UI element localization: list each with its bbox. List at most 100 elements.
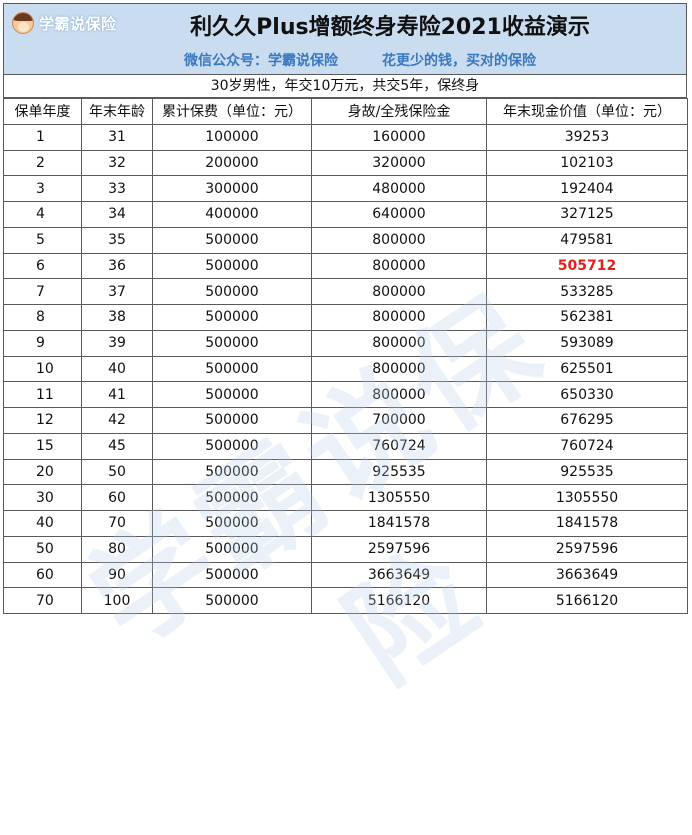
cell-cash-value: 650330 — [486, 381, 688, 408]
cell-cash-value: 676295 — [486, 407, 688, 434]
girl-avatar-icon — [12, 12, 34, 34]
cell-cash-value: 593089 — [486, 329, 688, 357]
cell-death-benefit: 800000 — [311, 304, 487, 331]
table-row: 9 39 500000 800000 593089 — [3, 329, 688, 357]
table-row: 60 90 500000 3663649 3663649 — [3, 561, 688, 589]
cell-cumulative-premium: 500000 — [152, 535, 312, 563]
cell-cumulative-premium: 300000 — [152, 175, 312, 202]
page: 学霸说保险 利久久Plus增额终身寿险2021收益演示 微信公众号：学霸说保险 … — [3, 3, 688, 709]
cell-death-benefit: 640000 — [311, 201, 487, 228]
cell-policy-year: 40 — [3, 510, 82, 537]
cell-death-benefit: 2597596 — [311, 535, 487, 563]
cell-policy-year: 8 — [3, 304, 82, 331]
table-header-row: 保单年度 年末年龄 累计保费（单位：元） 身故/全残保险金 年末现金价值（单位：… — [3, 98, 688, 125]
cell-cash-value: 3663649 — [486, 561, 688, 589]
cell-policy-year: 3 — [3, 175, 82, 202]
cell-policy-year: 2 — [3, 149, 82, 177]
cell-cumulative-premium: 500000 — [152, 432, 312, 460]
column-header-death-benefit: 身故/全残保险金 — [311, 98, 487, 125]
table-row: 8 38 500000 800000 562381 — [3, 304, 688, 331]
cell-cumulative-premium: 500000 — [152, 381, 312, 408]
cell-cumulative-premium: 500000 — [152, 329, 312, 357]
cell-death-benefit: 800000 — [311, 278, 487, 305]
cell-age: 39 — [81, 329, 153, 357]
table-row: 11 41 500000 800000 650330 — [3, 381, 688, 408]
cell-age: 50 — [81, 458, 153, 486]
cell-policy-year: 1 — [3, 123, 82, 151]
cell-age: 37 — [81, 278, 153, 305]
table-row: 10 40 500000 800000 625501 — [3, 355, 688, 383]
cell-cash-value: 192404 — [486, 175, 688, 202]
benefit-table: 保单年度 年末年龄 累计保费（单位：元） 身故/全残保险金 年末现金价值（单位：… — [3, 98, 688, 614]
page-title-text: 利久久Plus增额终身寿险2021收益演示 — [190, 15, 590, 40]
cell-age: 31 — [81, 123, 153, 151]
cell-cumulative-premium: 500000 — [152, 484, 312, 511]
cell-policy-year: 20 — [3, 458, 82, 486]
cell-age: 80 — [81, 535, 153, 563]
cell-policy-year: 15 — [3, 432, 82, 460]
cell-cash-value: 479581 — [486, 226, 688, 254]
table-row: 70 100 500000 5166120 5166120 — [3, 587, 688, 614]
table-row: 4 34 400000 640000 327125 — [3, 201, 688, 228]
cell-cumulative-premium: 500000 — [152, 226, 312, 254]
cell-cash-value: 327125 — [486, 201, 688, 228]
cell-policy-year: 60 — [3, 561, 82, 589]
table-row: 5 35 500000 800000 479581 — [3, 226, 688, 254]
table-body: 1 31 100000 160000 39253 2 32 200000 320000 10210… — [3, 123, 688, 614]
cell-cumulative-premium: 500000 — [152, 252, 312, 280]
cell-cumulative-premium: 100000 — [152, 123, 312, 151]
cell-age: 60 — [81, 484, 153, 511]
table-row: 6 36 500000 800000 505712 — [3, 252, 688, 280]
cell-age: 100 — [81, 587, 153, 614]
cell-age: 42 — [81, 407, 153, 434]
cell-age: 45 — [81, 432, 153, 460]
case-description: 30岁男性，年交10万元，共交5年，保终身 — [3, 75, 687, 98]
cell-cash-value: 39253 — [486, 123, 688, 151]
cell-cumulative-premium: 500000 — [152, 278, 312, 305]
cell-cumulative-premium: 500000 — [152, 561, 312, 589]
cell-policy-year: 4 — [3, 201, 82, 228]
table-row: 1 31 100000 160000 39253 — [3, 123, 688, 151]
cell-death-benefit: 3663649 — [311, 561, 487, 589]
table-row: 50 80 500000 2597596 2597596 — [3, 535, 688, 563]
cell-cash-value: 1305550 — [486, 484, 688, 511]
cell-age: 33 — [81, 175, 153, 202]
cell-death-benefit: 800000 — [311, 355, 487, 383]
column-header-age: 年末年龄 — [81, 98, 153, 125]
cell-cumulative-premium: 400000 — [152, 201, 312, 228]
cell-cash-value: 925535 — [486, 458, 688, 486]
cell-death-benefit: 1841578 — [311, 510, 487, 537]
table-row: 7 37 500000 800000 533285 — [3, 278, 688, 305]
cell-cash-value: 1841578 — [486, 510, 688, 537]
cell-death-benefit: 700000 — [311, 407, 487, 434]
cell-policy-year: 50 — [3, 535, 82, 563]
cell-death-benefit: 800000 — [311, 252, 487, 280]
cell-death-benefit: 320000 — [311, 149, 487, 177]
cell-age: 35 — [81, 226, 153, 254]
cell-policy-year: 5 — [3, 226, 82, 254]
cell-policy-year: 10 — [3, 355, 82, 383]
cell-death-benefit: 760724 — [311, 432, 487, 460]
cell-cumulative-premium: 500000 — [152, 304, 312, 331]
cell-policy-year: 9 — [3, 329, 82, 357]
cell-cash-value: 625501 — [486, 355, 688, 383]
cell-policy-year: 6 — [3, 252, 82, 280]
header-banner: 学霸说保险 利久久Plus增额终身寿险2021收益演示 微信公众号：学霸说保险 … — [3, 3, 687, 75]
cell-age: 70 — [81, 510, 153, 537]
cell-death-benefit: 1305550 — [311, 484, 487, 511]
cell-policy-year: 70 — [3, 587, 82, 614]
subtitle-slogan: 花更少的钱，买对的保险 — [382, 53, 536, 69]
cell-policy-year: 11 — [3, 381, 82, 408]
column-header-policy-year: 保单年度 — [3, 98, 82, 125]
table-row: 20 50 500000 925535 925535 — [3, 458, 688, 486]
cell-death-benefit: 480000 — [311, 175, 487, 202]
cell-cash-value: 562381 — [486, 304, 688, 331]
brand: 学霸说保险 — [12, 10, 117, 36]
cell-cash-value: 533285 — [486, 278, 688, 305]
cell-cash-value: 505712 — [486, 252, 688, 280]
page-title: 利久久Plus增额终身寿险2021收益演示 — [4, 9, 686, 41]
table-row: 15 45 500000 760724 760724 — [3, 432, 688, 460]
cell-age: 38 — [81, 304, 153, 331]
cell-cash-value: 102103 — [486, 149, 688, 177]
cell-cash-value: 5166120 — [486, 587, 688, 614]
